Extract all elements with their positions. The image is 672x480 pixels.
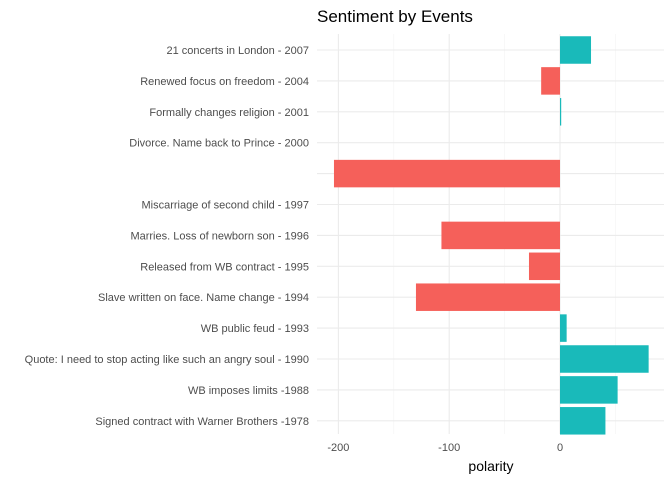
bar [528, 252, 560, 281]
x-tick-label: -100 [438, 442, 460, 454]
category-label: Divorce. Name back to Prince - 2000 [129, 138, 309, 150]
category-label: WB imposes limits -1988 [188, 385, 309, 397]
x-axis-title: polarity [468, 458, 513, 474]
bar [560, 314, 567, 342]
bar [560, 376, 618, 404]
bar [541, 67, 560, 95]
bar [560, 98, 562, 126]
x-tick-label: -200 [327, 442, 349, 454]
category-label: Renewed focus on freedom - 2004 [140, 76, 309, 88]
category-label: 21 concerts in London - 2007 [167, 45, 310, 57]
category-label: Signed contract with Warner Brothers -19… [95, 416, 309, 428]
bar [560, 345, 649, 373]
category-label: Miscarriage of second child - 1997 [141, 200, 309, 212]
chart-title: Sentiment by Events [317, 7, 473, 26]
bar [560, 36, 592, 64]
category-label: Formally changes religion - 2001 [149, 107, 309, 119]
category-labels: 21 concerts in London - 2007 Renewed focu… [25, 45, 309, 428]
bar [415, 283, 560, 311]
bars [333, 36, 649, 435]
bar [441, 221, 560, 250]
category-label: Marries. Loss of newborn son - 1996 [130, 230, 309, 242]
x-tick-label: 0 [557, 442, 563, 454]
category-label: WB public feud - 1993 [201, 323, 309, 335]
x-tick-labels: -200 -100 0 [327, 442, 563, 454]
bar [333, 159, 560, 188]
category-label: Quote: I need to stop acting like such a… [25, 354, 309, 366]
bar [560, 407, 606, 435]
category-label: Released from WB contract - 1995 [140, 261, 309, 273]
category-label: Slave written on face. Name change - 199… [98, 292, 309, 304]
